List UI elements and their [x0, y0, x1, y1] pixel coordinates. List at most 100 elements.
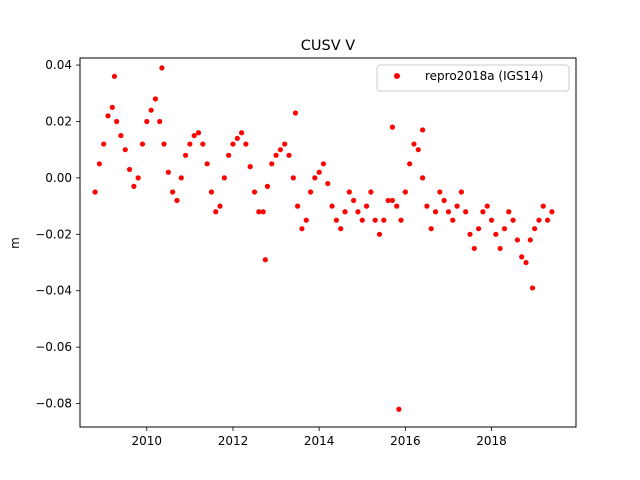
data-point [480, 209, 486, 215]
data-point [295, 203, 301, 209]
data-point [230, 141, 236, 147]
data-point [152, 96, 159, 102]
data-point [506, 209, 512, 215]
data-point [458, 189, 464, 195]
data-point [329, 203, 335, 209]
data-point [437, 189, 443, 195]
data-point [122, 147, 128, 153]
y-tick-label: 0.00 [45, 171, 72, 185]
data-point [529, 285, 536, 291]
data-point [109, 104, 115, 110]
data-point [262, 257, 268, 263]
x-axis: 2010 2012 2014 2016 2018 [132, 427, 507, 448]
data-point [346, 189, 352, 195]
y-axis-label: m [8, 237, 22, 249]
data-point [394, 203, 400, 209]
data-point [126, 166, 133, 173]
data-point [312, 175, 318, 181]
data-point [532, 226, 538, 232]
data-point [510, 217, 516, 223]
legend: repro2018a (IGS14) [376, 64, 570, 92]
legend-box [376, 64, 570, 92]
data-point [389, 124, 396, 130]
data-point [376, 231, 383, 237]
data-point [454, 203, 460, 209]
legend-marker [394, 73, 400, 79]
y-tick-label: 0.02 [45, 114, 72, 128]
data-point [497, 245, 503, 252]
data-point [182, 152, 189, 158]
data-point [178, 175, 184, 181]
data-point [226, 152, 232, 158]
data-point [368, 189, 374, 195]
data-point [256, 209, 262, 215]
data-point [92, 189, 98, 195]
data-point [385, 197, 391, 204]
data-point [96, 161, 102, 167]
data-point [424, 203, 430, 209]
data-point [131, 183, 137, 189]
data-point [165, 169, 171, 175]
data-point [342, 209, 348, 215]
data-point [488, 217, 495, 223]
data-point [441, 197, 447, 204]
x-tick-label: 2012 [218, 434, 249, 448]
data-point [208, 189, 215, 195]
data-point [187, 141, 193, 147]
data-point [238, 130, 245, 136]
data-point [389, 197, 396, 204]
data-point [135, 175, 141, 181]
data-point [445, 209, 452, 215]
data-point [159, 65, 165, 71]
data-point [303, 217, 309, 223]
data-point [415, 147, 421, 153]
data-point [148, 107, 154, 113]
y-tick-label: −0.02 [35, 227, 72, 241]
data-point [264, 183, 271, 189]
data-point [450, 217, 456, 223]
y-tick-label: −0.04 [35, 284, 72, 298]
data-point [428, 226, 434, 232]
data-point [359, 217, 365, 223]
data-point [316, 169, 322, 175]
data-point [419, 127, 426, 133]
data-point [411, 141, 417, 147]
data-point [523, 259, 529, 266]
data-point [363, 203, 370, 209]
data-point [514, 237, 520, 243]
data-point [527, 237, 533, 243]
x-tick-label: 2010 [132, 434, 163, 448]
data-point [540, 203, 546, 209]
y-tick-label: 0.04 [45, 58, 72, 72]
data-point [536, 217, 542, 223]
data-point [351, 197, 357, 204]
data-point [320, 161, 327, 167]
data-point [170, 189, 176, 195]
data-point [144, 118, 150, 125]
data-point [299, 226, 305, 232]
data-point [325, 180, 331, 187]
data-point [338, 226, 344, 232]
data-point [307, 189, 314, 195]
plot-frame [79, 57, 577, 428]
data-point [355, 209, 361, 215]
data-point [292, 110, 299, 116]
data-point [407, 161, 413, 167]
data-point [161, 141, 167, 147]
data-point [251, 189, 258, 195]
data-point [419, 175, 426, 181]
data-point [105, 113, 111, 119]
data-point [476, 226, 482, 232]
data-point [398, 217, 404, 223]
data-point [221, 175, 227, 181]
data-point [273, 152, 279, 158]
x-tick-label: 2018 [476, 434, 507, 448]
data-point [463, 209, 469, 215]
data-point [471, 245, 477, 252]
data-point [549, 209, 555, 215]
data-point [286, 152, 292, 158]
data-point [200, 141, 206, 147]
x-tick-label: 2014 [304, 434, 335, 448]
data-point [381, 217, 387, 223]
